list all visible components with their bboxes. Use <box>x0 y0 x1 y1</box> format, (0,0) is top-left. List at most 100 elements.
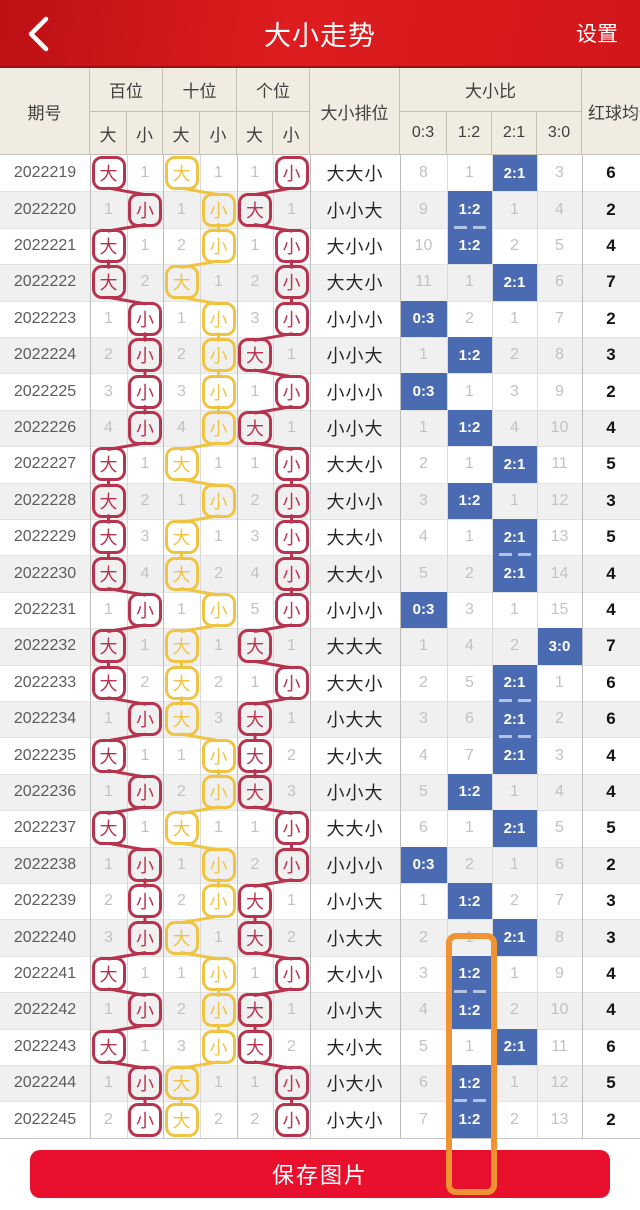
ratio-cell: 1 <box>510 309 519 327</box>
period-cell: 2022229 <box>13 528 77 546</box>
avg-cell: 2 <box>606 308 616 328</box>
ratio-cell-highlight: 1:2 <box>447 955 492 993</box>
big-marker: 大 <box>238 192 272 227</box>
big-marker: 大 <box>91 156 126 191</box>
period-cell: 2022238 <box>13 855 77 873</box>
avg-cell: 4 <box>606 599 616 619</box>
ratio-cell: 1 <box>465 455 474 473</box>
big-marker: 大 <box>91 1029 126 1064</box>
period-cell: 2022223 <box>13 309 77 327</box>
count-cell: 4 <box>140 564 150 582</box>
period-cell: 2022236 <box>13 782 77 800</box>
save-image-button[interactable]: 保存图片 <box>30 1150 610 1198</box>
ratio-cell: 6 <box>555 273 564 291</box>
table-row: 2022222 大 2 大 1 小 2 大大小 11 1 2:1 6 7 <box>0 264 640 301</box>
col-header-red-avg: 红球均值 <box>582 68 640 155</box>
period-cell: 2022232 <box>13 637 77 655</box>
ratio-cell: 1 <box>510 782 519 800</box>
small-marker: 小 <box>128 993 162 1028</box>
rank-cell: 小小大 <box>326 782 384 803</box>
count-cell: 2 <box>140 673 150 691</box>
rank-cell: 小大大 <box>326 710 384 731</box>
ratio-cell: 1 <box>419 418 428 436</box>
ratio-continuation-dash <box>453 990 486 994</box>
count-cell: 1 <box>250 964 260 982</box>
ratio-cell-highlight: 2:1 <box>492 519 537 556</box>
table-row: 2022243 大 1 小 3 大 2 大小大 5 1 2:1 11 6 <box>0 1028 640 1065</box>
period-cell: 2022222 <box>13 273 77 291</box>
col-header-tens-big: 大 <box>163 112 200 155</box>
rank-cell: 大大小 <box>326 528 384 549</box>
count-cell: 1 <box>214 273 223 291</box>
rank-cell: 大小小 <box>326 236 384 257</box>
ratio-cell: 2 <box>465 564 474 582</box>
small-marker: 小 <box>201 410 236 445</box>
ratio-cell-highlight: 0:3 <box>400 591 447 629</box>
count-cell: 2 <box>177 892 186 910</box>
count-cell: 1 <box>104 1074 113 1092</box>
rank-cell: 小小大 <box>326 200 384 221</box>
big-marker: 大 <box>238 774 272 809</box>
col-header-units-big: 大 <box>237 112 273 155</box>
ratio-cell-highlight: 1:2 <box>447 191 492 228</box>
count-cell: 1 <box>250 1074 260 1092</box>
table-row: 2022224 小 2 小 2 大 1 小小大 1 1:2 2 8 3 <box>0 337 640 374</box>
big-marker: 大 <box>238 920 272 955</box>
ratio-cell: 1 <box>419 892 428 910</box>
ratio-cell: 12 <box>550 1074 569 1092</box>
ratio-cell: 1 <box>510 964 519 982</box>
small-marker: 小 <box>201 228 236 263</box>
period-cell: 2022224 <box>13 346 77 364</box>
table-row: 2022223 小 1 小 1 小 3 小小小 0:3 2 1 7 2 <box>0 300 640 337</box>
big-marker: 大 <box>91 665 126 700</box>
big-marker: 大 <box>164 629 199 664</box>
back-button[interactable] <box>18 14 58 54</box>
ratio-cell: 10 <box>550 418 569 436</box>
ratio-cell-highlight: 2:1 <box>492 155 537 192</box>
ratio-cell-highlight: 0:3 <box>400 300 447 337</box>
big-marker: 大 <box>238 738 272 773</box>
count-cell: 2 <box>177 1001 186 1019</box>
table-bottom-border <box>0 1137 640 1139</box>
small-marker: 小 <box>201 301 236 336</box>
period-cell: 2022228 <box>13 491 77 509</box>
period-cell: 2022226 <box>13 418 77 436</box>
big-marker: 大 <box>91 520 126 555</box>
settings-button[interactable]: 设置 <box>576 23 618 46</box>
small-marker: 小 <box>128 301 162 336</box>
ratio-cell-highlight: 1:2 <box>447 409 492 447</box>
small-marker: 小 <box>274 811 309 846</box>
ratio-cell: 1 <box>465 528 474 546</box>
count-cell: 4 <box>177 418 186 436</box>
rank-cell: 小小大 <box>326 346 384 367</box>
avg-cell: 5 <box>606 454 616 474</box>
grid-line <box>200 155 201 1138</box>
count-cell: 1 <box>177 964 186 982</box>
ratio-cell: 3 <box>419 710 428 728</box>
avg-cell: 2 <box>606 381 616 401</box>
count-cell: 1 <box>214 637 223 655</box>
ratio-cell: 4 <box>555 200 564 218</box>
big-marker: 大 <box>91 811 126 846</box>
avg-cell: 7 <box>606 636 616 656</box>
grid-line <box>237 155 238 1138</box>
count-cell: 1 <box>140 1037 150 1055</box>
table-row: 2022230 大 4 大 2 小 4 大大小 5 2 2:1 14 4 <box>0 553 640 592</box>
col-header-hundreds-big: 大 <box>90 112 127 155</box>
rank-cell: 大大小 <box>326 273 384 294</box>
col-header-ratio-21: 2:1 <box>492 112 537 155</box>
big-marker: 大 <box>238 702 272 737</box>
col-header-ratio-03: 0:3 <box>400 112 447 155</box>
col-header-ratio-30: 3:0 <box>537 112 582 155</box>
count-cell: 2 <box>104 1110 113 1128</box>
ratio-cell: 6 <box>419 1074 428 1092</box>
ratio-cell: 9 <box>419 200 428 218</box>
small-marker: 小 <box>274 265 309 300</box>
table-row: 2022240 小 3 大 1 大 2 小大大 2 1 2:1 8 3 <box>0 919 640 956</box>
table-row: 2022219 大 1 大 1 小 1 大大小 8 1 2:1 3 6 <box>0 155 640 192</box>
big-marker: 大 <box>91 629 126 664</box>
period-cell: 2022239 <box>13 892 77 910</box>
ratio-cell: 10 <box>550 1001 569 1019</box>
ratio-cell: 11 <box>551 455 568 473</box>
big-marker: 大 <box>164 920 199 955</box>
